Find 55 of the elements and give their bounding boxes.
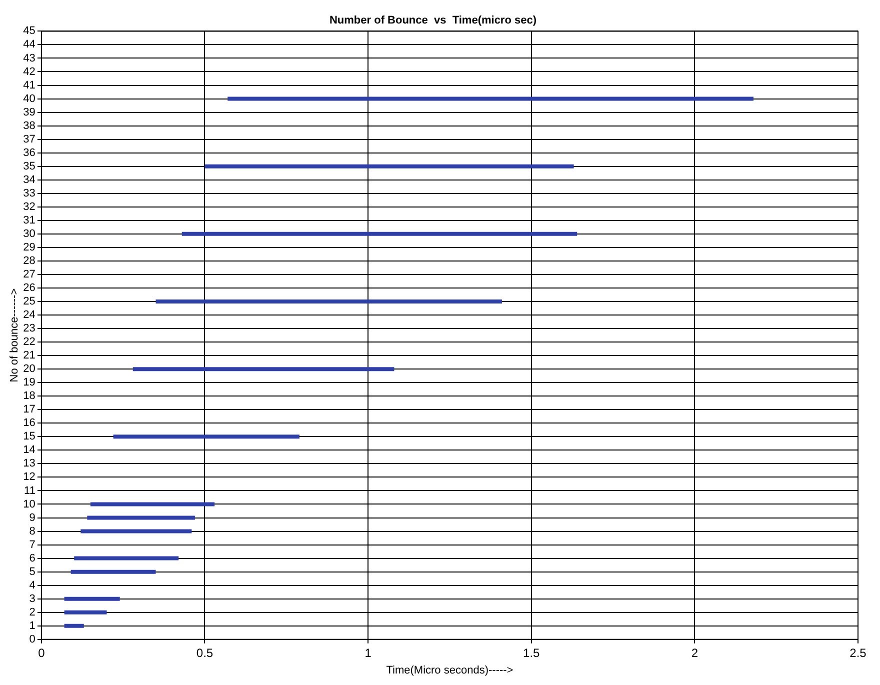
y-tick-label: 18 [23,390,36,402]
y-tick-label: 23 [23,322,36,335]
y-tick-label: 22 [23,336,36,348]
y-tick-label: 12 [23,471,36,484]
y-tick-label: 36 [23,146,36,159]
y-tick-label: 31 [23,214,36,226]
y-tick-label: 10 [23,498,36,510]
y-tick-label: 44 [23,38,36,51]
x-tick-label: 1.5 [523,646,540,660]
y-tick-label: 6 [29,552,36,564]
y-tick-label: 42 [23,66,36,78]
y-tick-label: 32 [23,200,36,213]
y-tick-label: 11 [24,484,36,497]
y-tick-label: 19 [23,376,36,389]
y-tick-label: 5 [29,566,36,578]
x-tick-label: 0.5 [196,646,214,660]
y-tick-label: 0 [29,633,36,646]
chart-title: Number of Bounce vs Time(micro sec) [329,14,537,27]
y-tick-label: 34 [23,174,36,186]
y-tick-label: 16 [23,417,36,430]
y-tick-label: 29 [23,241,36,254]
y-tick-label: 45 [23,25,36,38]
y-tick-label: 2 [29,606,36,618]
y-tick-label: 27 [23,268,36,281]
y-tick-label: 20 [23,363,36,376]
y-tick-label: 9 [29,512,36,524]
y-tick-label: 24 [23,309,36,322]
y-tick-label: 35 [23,160,36,172]
y-tick-label: 15 [23,430,36,443]
y-tick-label: 7 [29,538,36,551]
x-tick-label: 2 [691,646,698,660]
y-tick-label: 37 [23,133,36,146]
y-tick-label: 43 [23,52,36,64]
y-tick-label: 8 [29,525,36,538]
y-tick-label: 13 [23,458,36,470]
y-tick-label: 30 [23,228,36,240]
y-tick-label: 14 [23,444,36,456]
x-tick-label: 2.5 [850,646,867,660]
y-tick-label: 25 [23,296,36,308]
y-tick-label: 17 [23,404,36,416]
x-axis-title: Time(Micro seconds)-----> [386,664,514,676]
y-tick-label: 28 [23,254,36,267]
y-tick-label: 21 [23,350,36,362]
y-tick-label: 38 [23,120,36,132]
x-tick-label: 1 [364,646,372,660]
y-tick-label: 26 [23,282,36,294]
y-axis-title: No of bounce------> [8,288,21,382]
y-tick-label: 4 [29,579,36,592]
y-tick-label: 33 [23,187,36,200]
x-tick-label: 0 [38,646,46,660]
y-tick-label: 3 [29,592,36,605]
y-tick-label: 40 [23,92,36,105]
y-tick-label: 41 [23,79,36,92]
y-tick-label: 39 [23,106,36,118]
y-tick-label: 1 [29,620,36,632]
